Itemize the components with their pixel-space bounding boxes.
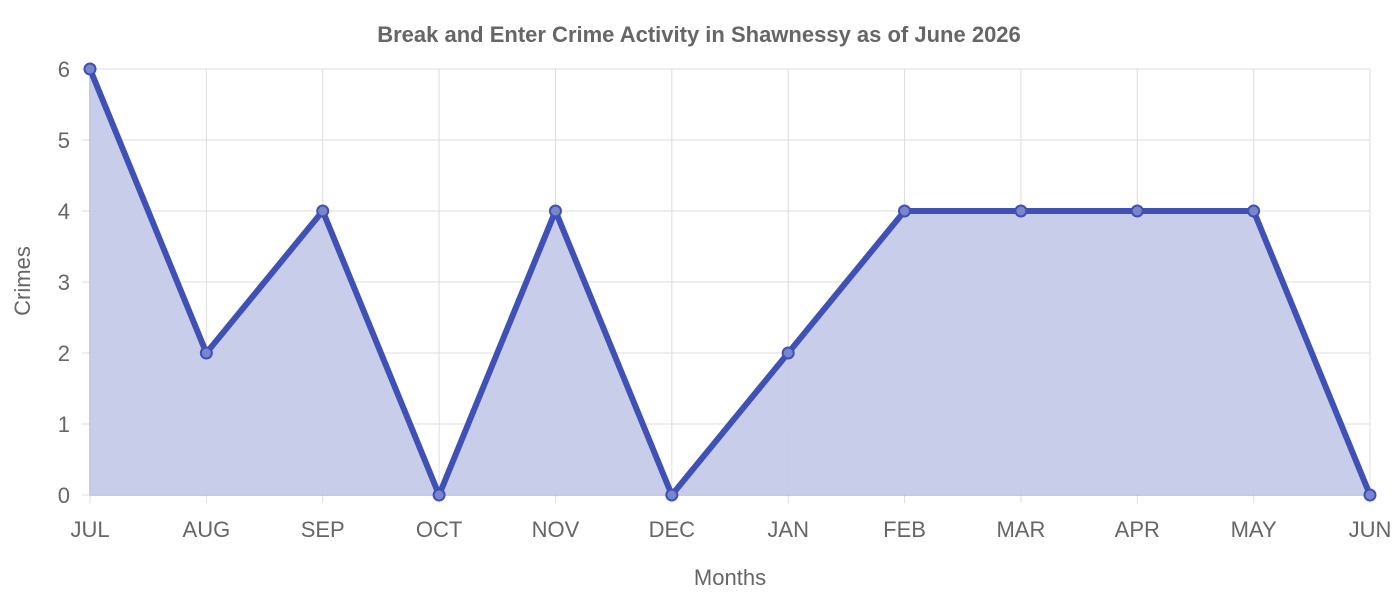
data-point[interactable] [548,204,562,218]
y-tick-label: 2 [58,341,70,366]
data-point[interactable] [432,488,446,502]
x-tick-label: DEC [649,517,696,542]
y-axis-ticks: 0 1 2 3 4 5 6 [58,57,70,508]
data-point[interactable] [781,346,795,360]
series-line [87,66,1373,498]
x-tick-label: JUL [70,517,109,542]
x-tick-label: AUG [183,517,231,542]
y-tick-label: 3 [58,270,70,295]
x-tick-label: JAN [767,517,809,542]
x-tick-label: NOV [532,517,580,542]
y-tick-label: 0 [58,483,70,508]
x-axis-ticks: JUL AUG SEP OCT NOV DEC JAN FEB MAR APR MAY JUN [70,517,1391,542]
x-tick-label: MAR [996,517,1045,542]
y-tick-label: 4 [58,199,70,224]
data-points [83,62,1377,502]
x-tick-label: MAY [1231,517,1277,542]
y-tick-label: 1 [58,412,70,437]
area-fill [90,69,1370,495]
x-tick-label: JUN [1349,517,1392,542]
x-tick-label: FEB [883,517,926,542]
data-point[interactable] [1247,204,1261,218]
x-tick-label: APR [1115,517,1160,542]
data-point[interactable] [199,346,213,360]
data-point[interactable] [316,204,330,218]
data-point[interactable] [1014,204,1028,218]
x-tick-label: OCT [416,517,462,542]
data-point[interactable] [1130,204,1144,218]
y-tick-label: 5 [58,128,70,153]
data-point[interactable] [1363,488,1377,502]
area-series [90,69,1370,495]
x-axis-title: Months [694,565,766,590]
data-point[interactable] [898,204,912,218]
x-tick-label: SEP [301,517,345,542]
data-point[interactable] [665,488,679,502]
y-axis-title: Crimes [10,246,35,316]
chart-title: Break and Enter Crime Activity in Shawne… [377,22,1021,47]
line-series [87,66,1373,498]
data-point[interactable] [83,62,97,76]
y-tick-label: 6 [58,57,70,82]
